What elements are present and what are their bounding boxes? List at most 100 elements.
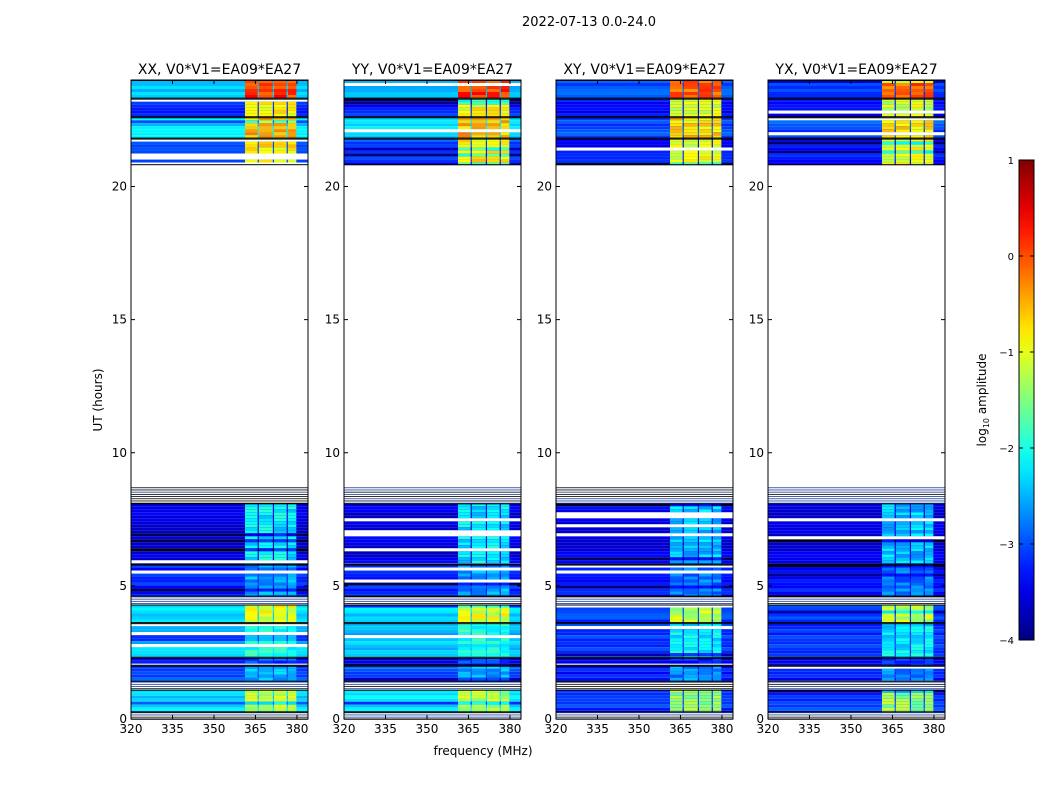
band-cell xyxy=(670,614,683,617)
band-cell xyxy=(458,527,471,530)
band-cell xyxy=(684,644,698,647)
band-cell xyxy=(501,675,509,678)
band-cell xyxy=(487,574,500,577)
band-cell xyxy=(288,539,296,542)
band-cell xyxy=(259,672,273,675)
band-cell xyxy=(472,647,486,650)
band-cell xyxy=(274,83,287,86)
flagged-row xyxy=(556,524,733,526)
band-cell xyxy=(501,527,509,530)
band-cell xyxy=(472,527,486,530)
colorbar-tick-label: −1 xyxy=(999,348,1014,359)
band-cell xyxy=(925,580,933,583)
segment-edge xyxy=(556,596,733,597)
band-cell xyxy=(288,92,296,95)
flagged-row xyxy=(344,597,521,598)
band-cell xyxy=(911,635,924,638)
band-cell xyxy=(670,620,683,623)
flagged-row xyxy=(344,684,521,685)
flagged-row xyxy=(556,626,733,628)
band-cell xyxy=(501,620,509,623)
flagged-row xyxy=(344,599,521,600)
band-cell xyxy=(288,554,296,557)
flagged-row xyxy=(768,599,945,600)
band-cell xyxy=(259,693,273,696)
segment-edge xyxy=(344,658,521,659)
band-cell xyxy=(487,614,500,617)
band-cell xyxy=(670,608,683,611)
flagged-row xyxy=(344,568,521,570)
y-tick-label: 5 xyxy=(544,579,552,593)
band-cell xyxy=(684,696,698,699)
band-cell xyxy=(670,641,683,644)
flagged-row xyxy=(768,688,945,689)
band-cell xyxy=(882,129,895,132)
band-cell xyxy=(245,557,258,560)
band-cell xyxy=(911,123,924,126)
band-cell xyxy=(911,545,924,548)
band-cell xyxy=(245,626,258,629)
flagged-row xyxy=(556,533,733,535)
band-cell xyxy=(713,123,721,126)
band-cell xyxy=(713,545,721,548)
segment-edge xyxy=(344,164,521,165)
flagged-row xyxy=(768,684,945,685)
band-cell xyxy=(487,626,500,629)
segment-edge xyxy=(344,605,521,606)
flagged-row xyxy=(344,518,521,520)
band-cell xyxy=(472,536,486,539)
band-cell xyxy=(925,102,933,105)
segment-edge xyxy=(556,711,733,712)
band-cell xyxy=(458,632,471,635)
flagged-row xyxy=(768,496,945,497)
band-cell xyxy=(684,86,698,89)
band-cell xyxy=(699,126,712,129)
band-cell xyxy=(896,678,910,681)
band-cell xyxy=(288,661,296,664)
band-cell xyxy=(245,647,258,650)
band-cell xyxy=(501,515,509,518)
flagged-row xyxy=(344,601,521,602)
band-cell xyxy=(911,653,924,656)
band-cell xyxy=(472,583,486,586)
flagged-row xyxy=(344,686,521,687)
x-tick-label: 380 xyxy=(285,722,308,736)
band-cell xyxy=(501,647,509,650)
band-cell xyxy=(684,518,698,521)
band-cell xyxy=(896,586,910,589)
y-tick-label: 20 xyxy=(112,180,127,194)
band-cell xyxy=(245,641,258,644)
band-cell xyxy=(925,539,933,542)
band-cell xyxy=(882,151,895,154)
band-cell xyxy=(896,142,910,145)
band-cell xyxy=(925,151,933,154)
band-cell xyxy=(670,693,683,696)
band-cell xyxy=(925,108,933,111)
band-cell xyxy=(274,554,287,557)
band-cell xyxy=(670,536,683,539)
band-cell xyxy=(684,568,698,571)
band-cell xyxy=(713,86,721,89)
band-cell xyxy=(259,536,273,539)
band-cell xyxy=(501,644,509,647)
band-cell xyxy=(684,142,698,145)
band-cell xyxy=(882,641,895,644)
band-cell xyxy=(259,568,273,571)
flagged-row xyxy=(344,490,521,491)
band-cell xyxy=(259,577,273,580)
flagged-row xyxy=(131,501,308,502)
band-cell xyxy=(896,638,910,641)
band-cell xyxy=(274,693,287,696)
band-cell xyxy=(699,574,712,577)
band-cell xyxy=(911,702,924,705)
band-cell xyxy=(925,650,933,653)
band-cell xyxy=(472,157,486,160)
band-cell xyxy=(911,114,924,117)
band-cell xyxy=(472,626,486,629)
band-cell xyxy=(288,515,296,518)
band-cell xyxy=(274,638,287,641)
band-cell xyxy=(288,678,296,681)
band-cell xyxy=(487,145,500,148)
band-cell xyxy=(896,114,910,117)
band-cell xyxy=(896,95,910,98)
